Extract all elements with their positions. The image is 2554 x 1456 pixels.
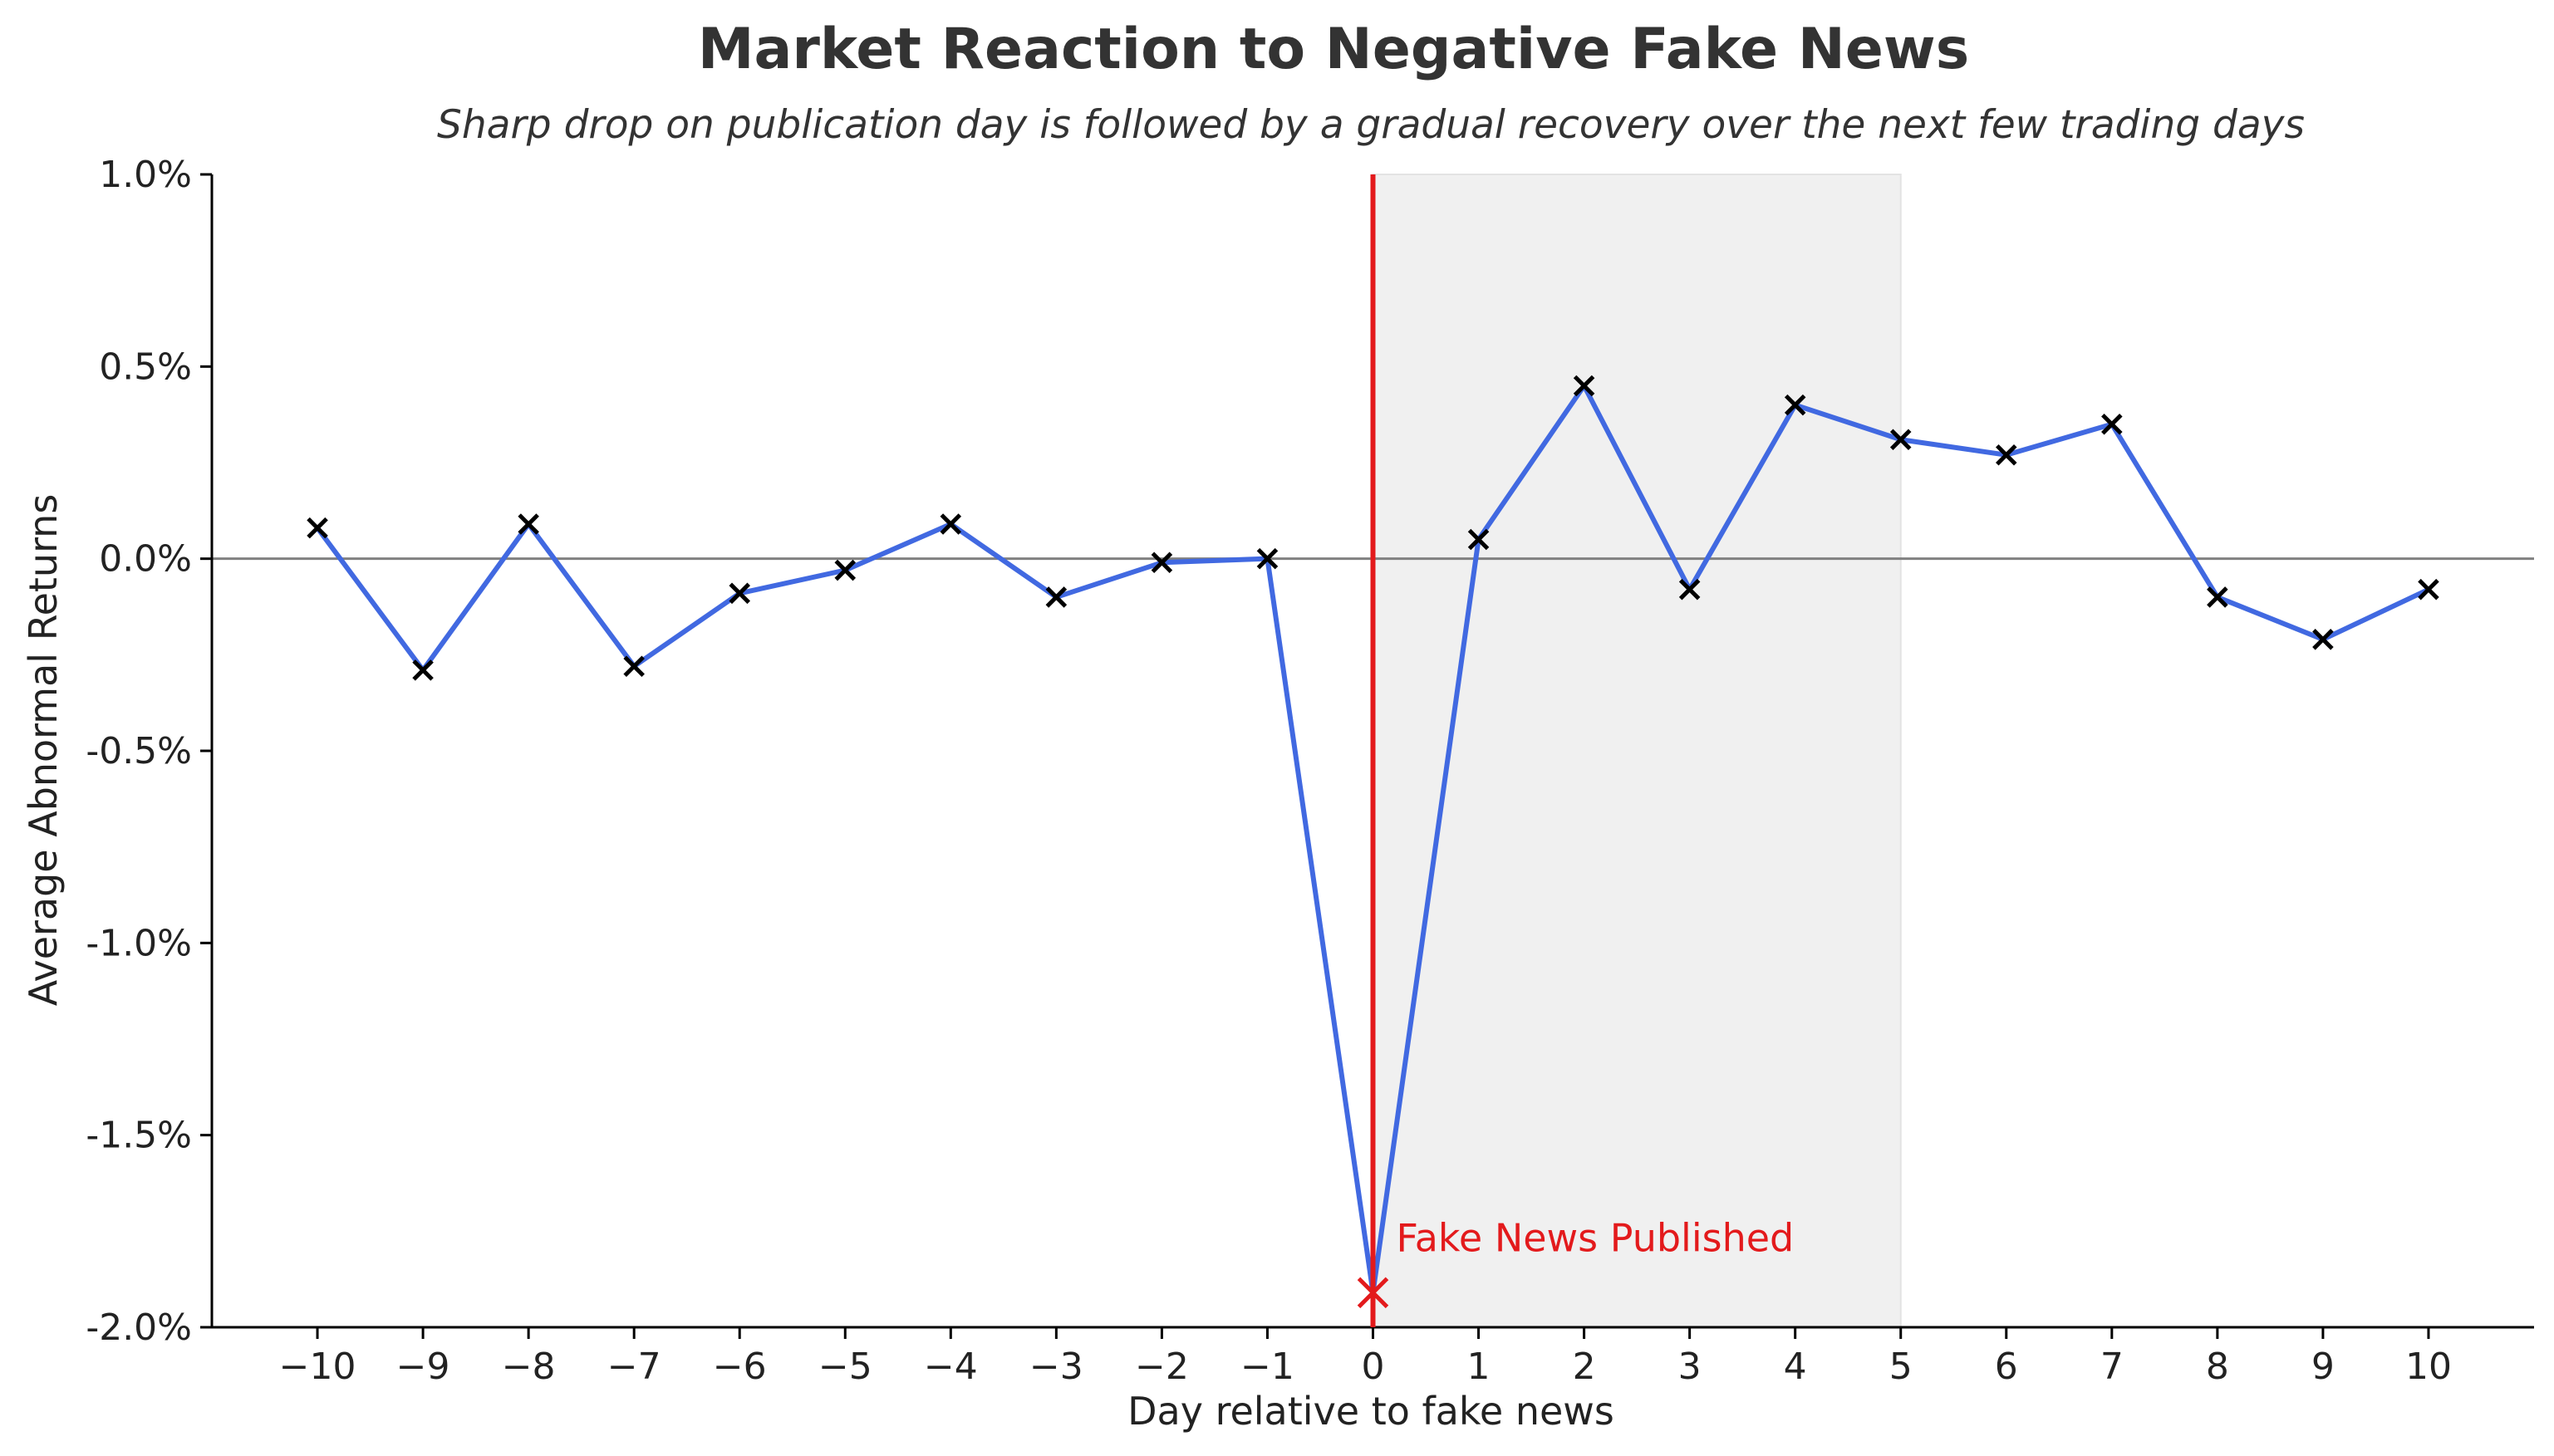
y-tick-label: 0.5%	[99, 346, 192, 388]
data-point	[2312, 629, 2334, 650]
x-tick-label: 0	[1362, 1346, 1385, 1388]
data-point	[1784, 394, 1806, 416]
chart-title: Market Reaction to Negative Fake News	[698, 17, 1969, 82]
data-point-stroke	[940, 513, 962, 535]
x-tick-label: −6	[713, 1346, 767, 1388]
x-tick-label: −8	[502, 1346, 556, 1388]
x-tick-label: 5	[1889, 1346, 1913, 1388]
data-point-stroke	[623, 655, 645, 677]
y-tick-label: -0.5%	[86, 730, 192, 772]
data-point	[729, 582, 750, 605]
data-point	[1996, 444, 2017, 466]
x-tick-label: 10	[2405, 1346, 2452, 1388]
x-tick-label: 1	[1467, 1346, 1491, 1388]
data-point	[2207, 586, 2228, 608]
data-point-stroke	[1784, 394, 1806, 416]
annotation-label: Fake News Published	[1397, 1215, 1795, 1260]
data-point	[1573, 375, 1595, 397]
data-point-stroke	[1467, 528, 1490, 551]
y-tick-label: -1.0%	[86, 922, 192, 964]
data-point-stroke	[1889, 429, 1912, 451]
x-tick-label: 6	[1995, 1346, 2018, 1388]
data-point-stroke	[412, 659, 434, 681]
y-tick-label: 0.0%	[99, 538, 192, 581]
data-point	[307, 517, 328, 539]
data-point-stroke	[2312, 629, 2334, 650]
x-tick-label: 9	[2311, 1346, 2335, 1388]
data-point-stroke	[834, 559, 857, 581]
x-tick-label: 4	[1784, 1346, 1807, 1388]
data-point-stroke	[1045, 586, 1068, 608]
data-point	[1256, 547, 1279, 570]
data-point	[2101, 413, 2123, 435]
x-tick-label: −2	[1135, 1346, 1189, 1388]
x-tick-label: −10	[279, 1346, 356, 1388]
y-axis-label: Average Abnormal Returns	[21, 494, 66, 1007]
y-tick-label: 1.0%	[99, 154, 192, 196]
data-point-stroke	[1256, 547, 1279, 570]
data-point-stroke	[1996, 444, 2017, 466]
data-point-stroke	[1151, 552, 1173, 574]
shaded-region	[1372, 174, 1902, 1328]
y-tick-label: -1.5%	[86, 1115, 192, 1157]
data-point-stroke	[2207, 586, 2228, 608]
x-tick-label: −1	[1240, 1346, 1294, 1388]
x-tick-label: −9	[396, 1346, 450, 1388]
data-point	[834, 559, 857, 581]
chart-subtitle: Sharp drop on publication day is followe…	[437, 102, 2305, 148]
data-point-stroke	[2418, 578, 2439, 601]
x-tick-label: −7	[607, 1346, 661, 1388]
data-point	[1045, 586, 1068, 608]
highlight-point	[1357, 1277, 1389, 1309]
data-point-stroke	[729, 582, 750, 605]
data-point	[1151, 552, 1173, 574]
x-tick-label: 7	[2100, 1346, 2124, 1388]
y-tick-label: -2.0%	[86, 1306, 192, 1349]
data-point	[1678, 578, 1701, 601]
data-point-stroke	[1678, 578, 1701, 601]
data-point	[1467, 528, 1490, 551]
data-point-stroke	[1573, 375, 1595, 397]
data-point-stroke	[2101, 413, 2123, 435]
data-point-stroke	[518, 513, 539, 535]
data-point-stroke	[307, 517, 328, 539]
data-point	[940, 513, 962, 535]
x-tick-label: −5	[818, 1346, 872, 1388]
x-tick-label: 3	[1678, 1346, 1702, 1388]
highlight-point-stroke	[1357, 1277, 1389, 1309]
data-point	[623, 655, 645, 677]
x-tick-label: 8	[2206, 1346, 2229, 1388]
data-point	[1889, 429, 1912, 451]
data-point	[518, 513, 539, 535]
x-tick-label: −3	[1029, 1346, 1083, 1388]
x-axis-label: Day relative to fake news	[1127, 1389, 1614, 1434]
x-tick-label: 2	[1573, 1346, 1596, 1388]
plot-area: −10 −9 −8 −7 −6 −5 −4 −3 −2 −1 0 1 2 3 4 5 6 7 8 9 101.0%0.5…	[86, 154, 2534, 1388]
x-tick-label: −4	[924, 1346, 978, 1388]
data-point	[2418, 578, 2439, 601]
data-point	[412, 659, 434, 681]
